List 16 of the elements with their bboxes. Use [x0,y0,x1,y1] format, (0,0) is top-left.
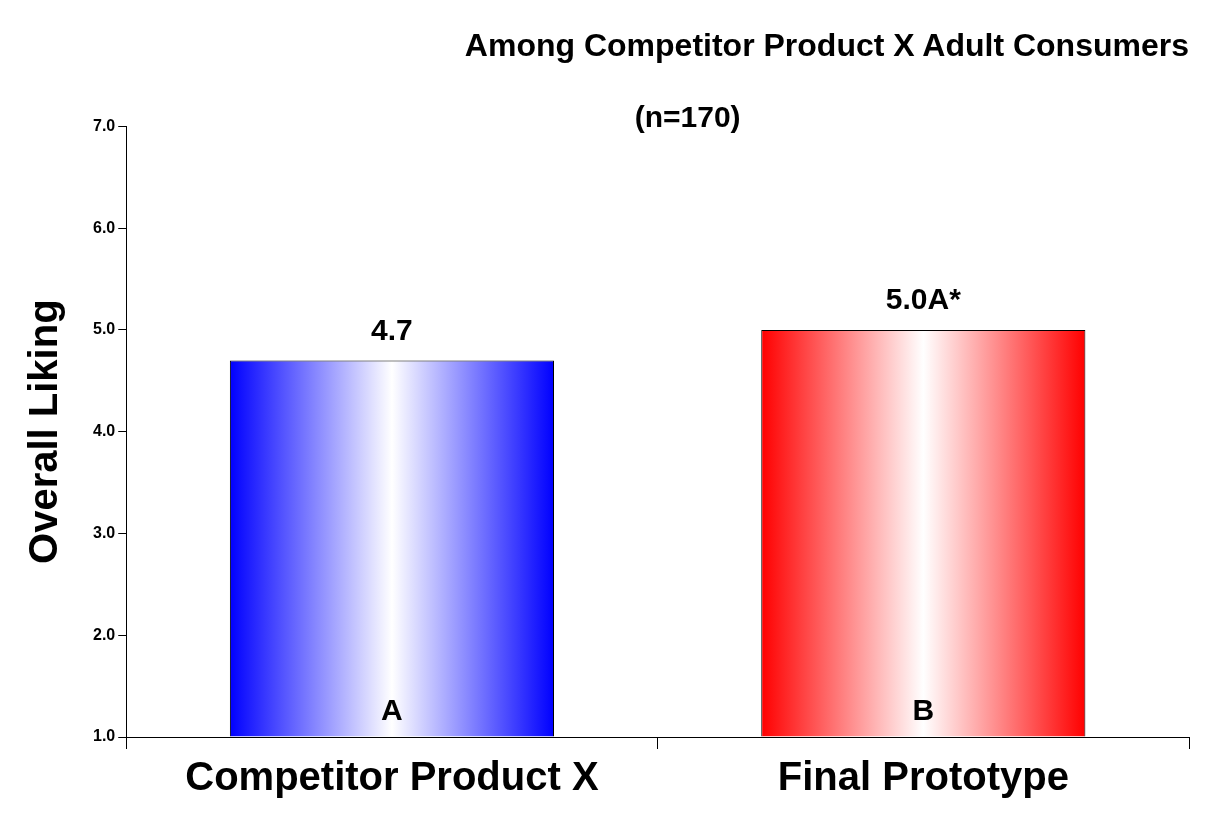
data-label: 5.0A* [885,282,962,316]
y-tick-label: 3.0 [92,523,116,541]
x-tick-label: Competitor Product X [185,754,599,799]
chart-subtitle: (n=170) [634,99,741,133]
y-tick-label: 5.0 [92,320,116,338]
y-axis-title: Overall Liking [21,299,66,564]
y-tick-label: 6.0 [92,218,116,236]
chart-title: Among Competitor Product X Adult Consumers [464,27,1189,64]
y-tick-label: 7.0 [92,116,116,134]
y-tick-label: 4.0 [92,422,116,440]
x-tick-label: Final Prototype [777,754,1069,799]
y-tick-label: 1.0 [92,727,116,745]
annotation: B [912,693,935,727]
annotation: A [381,693,403,727]
data-label: 4.7 [371,312,413,346]
y-tick-label: 2.0 [92,625,116,643]
